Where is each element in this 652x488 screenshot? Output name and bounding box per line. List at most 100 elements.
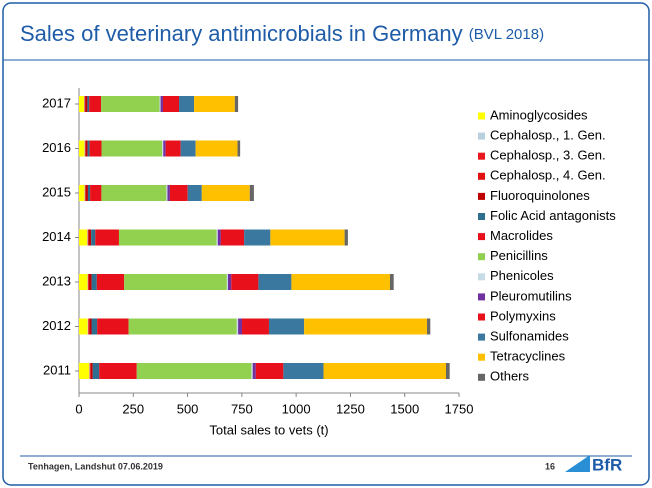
bar-segment bbox=[90, 363, 93, 379]
bar-segment bbox=[90, 185, 102, 201]
bar-segment bbox=[79, 274, 88, 290]
bar-segment bbox=[91, 274, 97, 290]
bar-segment bbox=[445, 363, 450, 379]
bar-segment bbox=[187, 185, 202, 201]
y-tick-label: 2014 bbox=[42, 229, 71, 244]
legend-swatch bbox=[478, 132, 485, 140]
y-tick-label: 2015 bbox=[42, 184, 71, 199]
bar-segment bbox=[79, 96, 84, 112]
legend-swatch bbox=[478, 112, 485, 120]
legend-label: Tetracyclines bbox=[490, 349, 566, 364]
bar-segment bbox=[85, 96, 88, 112]
legend-label: Sulfonamides bbox=[490, 329, 569, 344]
legend-swatch bbox=[478, 293, 485, 301]
bar-segment bbox=[255, 363, 284, 379]
x-tick-label: 1750 bbox=[445, 401, 474, 416]
y-tick-label: 2013 bbox=[42, 273, 71, 288]
bar-segment bbox=[79, 140, 85, 157]
y-tick-label: 2016 bbox=[42, 140, 71, 155]
legend-swatch bbox=[478, 233, 485, 241]
legend-label: Cephalosp., 1. Gen. bbox=[490, 128, 606, 143]
bar-segment bbox=[291, 274, 390, 290]
bar-segment bbox=[167, 185, 170, 201]
legend-swatch bbox=[478, 192, 485, 200]
bar-segment bbox=[89, 363, 91, 379]
bar-segment bbox=[88, 318, 89, 335]
bar-segment bbox=[194, 96, 235, 112]
legend-label: Folic Acid antagonists bbox=[490, 208, 616, 223]
bar-segment bbox=[79, 318, 88, 335]
bar-segment bbox=[136, 363, 252, 379]
bar-segment bbox=[79, 185, 85, 201]
legend-swatch bbox=[478, 273, 485, 281]
bar-segment bbox=[101, 96, 160, 112]
x-tick-label: 1500 bbox=[390, 401, 419, 416]
bar-segment bbox=[304, 318, 428, 335]
bar-segment bbox=[101, 185, 167, 201]
bar-segment bbox=[87, 274, 89, 290]
bar-segment bbox=[251, 363, 253, 379]
bar-segment bbox=[237, 140, 241, 157]
bar-segment bbox=[268, 318, 305, 335]
bar-segment bbox=[238, 318, 243, 335]
bar-segment bbox=[165, 140, 181, 157]
x-tick-label: 500 bbox=[177, 401, 199, 416]
bar-segment bbox=[85, 140, 88, 157]
bar-segment bbox=[160, 96, 163, 112]
bar-segment bbox=[87, 96, 90, 112]
legend-label: Macrolides bbox=[490, 228, 553, 243]
bar-segment bbox=[234, 96, 239, 112]
bar-segment bbox=[228, 274, 232, 290]
bar-segment bbox=[249, 185, 254, 201]
bar-segment bbox=[79, 363, 90, 379]
legend-swatch bbox=[478, 353, 485, 361]
x-axis-label: Total sales to vets (t) bbox=[209, 422, 328, 437]
bar-segment bbox=[118, 229, 217, 246]
legend-swatch bbox=[478, 333, 485, 341]
title: Sales of veterinary antimicrobials in Ge… bbox=[20, 21, 544, 46]
legend-swatch bbox=[478, 213, 485, 220]
bar-segment bbox=[92, 363, 100, 379]
legend-label: Phenicoles bbox=[490, 268, 554, 283]
logo: BfR bbox=[592, 455, 622, 474]
bar-segment bbox=[344, 229, 348, 246]
x-tick-label: 750 bbox=[231, 401, 253, 416]
bar-segment bbox=[242, 318, 269, 335]
bar-segment bbox=[270, 229, 345, 246]
x-tick-label: 1250 bbox=[336, 401, 365, 416]
legend-label: Pleuromutilins bbox=[490, 288, 572, 303]
x-tick-label: 250 bbox=[122, 401, 144, 416]
bar-segment bbox=[244, 229, 271, 246]
bar-segment bbox=[216, 229, 218, 246]
bar-segment bbox=[162, 140, 164, 157]
x-tick-label: 0 bbox=[75, 401, 82, 416]
legend-swatch bbox=[478, 172, 485, 180]
bar-segment bbox=[96, 274, 125, 290]
y-tick-label: 2011 bbox=[43, 362, 71, 377]
legend-label: Aminoglycosides bbox=[490, 107, 588, 122]
legend-swatch bbox=[478, 253, 485, 261]
bar-segment bbox=[89, 318, 92, 335]
legend-swatch bbox=[478, 313, 485, 321]
bar-segment bbox=[220, 229, 245, 246]
bar-segment bbox=[217, 229, 221, 246]
bar-segment bbox=[258, 274, 292, 290]
bar-segment bbox=[87, 185, 91, 201]
bar-segment bbox=[283, 363, 324, 379]
legend-swatch bbox=[478, 152, 485, 160]
bar-segment bbox=[89, 96, 102, 112]
y-tick-label: 2012 bbox=[42, 318, 71, 333]
bar-segment bbox=[124, 274, 227, 290]
bar-segment bbox=[97, 318, 129, 335]
legend-label: Cephalosp., 3. Gen. bbox=[490, 148, 606, 163]
bar-segment bbox=[91, 318, 98, 335]
bar-segment bbox=[231, 274, 259, 290]
bar-segment bbox=[159, 96, 161, 112]
bar-segment bbox=[252, 363, 256, 379]
bar-segment bbox=[323, 363, 446, 379]
y-tick-label: 2017 bbox=[42, 95, 71, 110]
bar-segment bbox=[101, 140, 163, 157]
legend-label: Polymyxins bbox=[490, 308, 556, 323]
bar-segment bbox=[236, 318, 239, 335]
bar-segment bbox=[180, 140, 196, 157]
